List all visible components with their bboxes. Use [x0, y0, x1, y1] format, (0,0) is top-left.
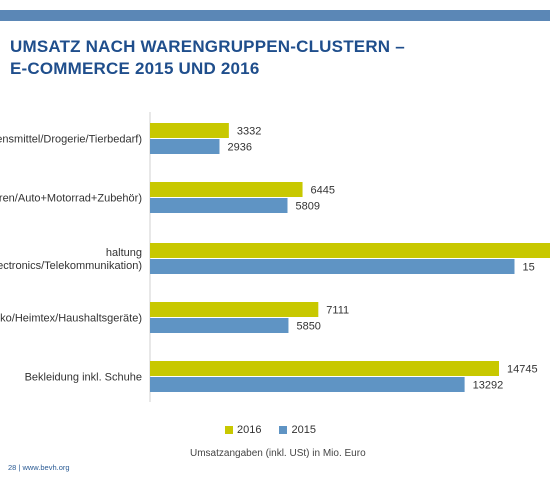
bar-2015 [150, 259, 515, 274]
legend-swatch-2015 [279, 426, 288, 434]
value-label-2016: 3332 [237, 126, 261, 138]
legend-swatch-2016 [225, 426, 233, 434]
legend-item-2015: 2015 [279, 424, 316, 436]
category-label: ectronics/Telekommunikation) [0, 260, 142, 272]
value-label-2016: 7111 [326, 305, 349, 317]
bar-2016 [150, 182, 303, 197]
category-label: haltung [106, 247, 142, 259]
category-label: ko/Heimtex/Haushaltsgeräte) [0, 313, 142, 325]
title-line-2: E-COMMERCE 2015 UND 2016 [10, 59, 260, 78]
category-label: Bekleidung inkl. Schuhe [25, 372, 142, 384]
bar-2015 [150, 139, 220, 154]
unit-note: Umsatzangaben (inkl. USt) in Mio. Euro [190, 448, 366, 459]
legend-label-2015: 2015 [291, 424, 316, 436]
bars-group: ensmittel/Drogerie/Tierbedarf) 3332 2936 re… [0, 123, 550, 392]
category-label: ensmittel/Drogerie/Tierbedarf) [0, 134, 142, 146]
bar-2016 [150, 361, 499, 376]
value-label-2015: 13292 [473, 380, 504, 392]
category-label: ren/Auto+Motorrad+Zubehör) [0, 193, 142, 205]
bar-2015 [150, 377, 465, 392]
value-label-2015: 5850 [296, 321, 320, 333]
legend-label-2016: 2016 [237, 424, 262, 436]
value-label-2015: 15 [522, 262, 534, 274]
value-label-2015: 5809 [295, 201, 319, 213]
bar-2016 [150, 302, 319, 317]
footer-page-url: 28 | www.bevh.org [8, 463, 70, 472]
value-label-2016: 6445 [311, 185, 335, 197]
legend-item-2016: 2016 [225, 424, 261, 436]
value-label-2016: 14745 [507, 364, 538, 376]
value-label-2015: 2936 [227, 142, 251, 154]
page-title: UMSATZ NACH WARENGRUPPEN-CLUSTERN – E-CO… [10, 36, 530, 80]
bar-2016 [150, 243, 550, 258]
bar-2016 [150, 123, 229, 138]
legend: 2016 2015 [225, 424, 316, 436]
bar-2015 [150, 198, 288, 213]
title-line-1: UMSATZ NACH WARENGRUPPEN-CLUSTERN – [10, 37, 405, 56]
top-accent-bar [0, 10, 550, 21]
bar-2015 [150, 318, 289, 333]
